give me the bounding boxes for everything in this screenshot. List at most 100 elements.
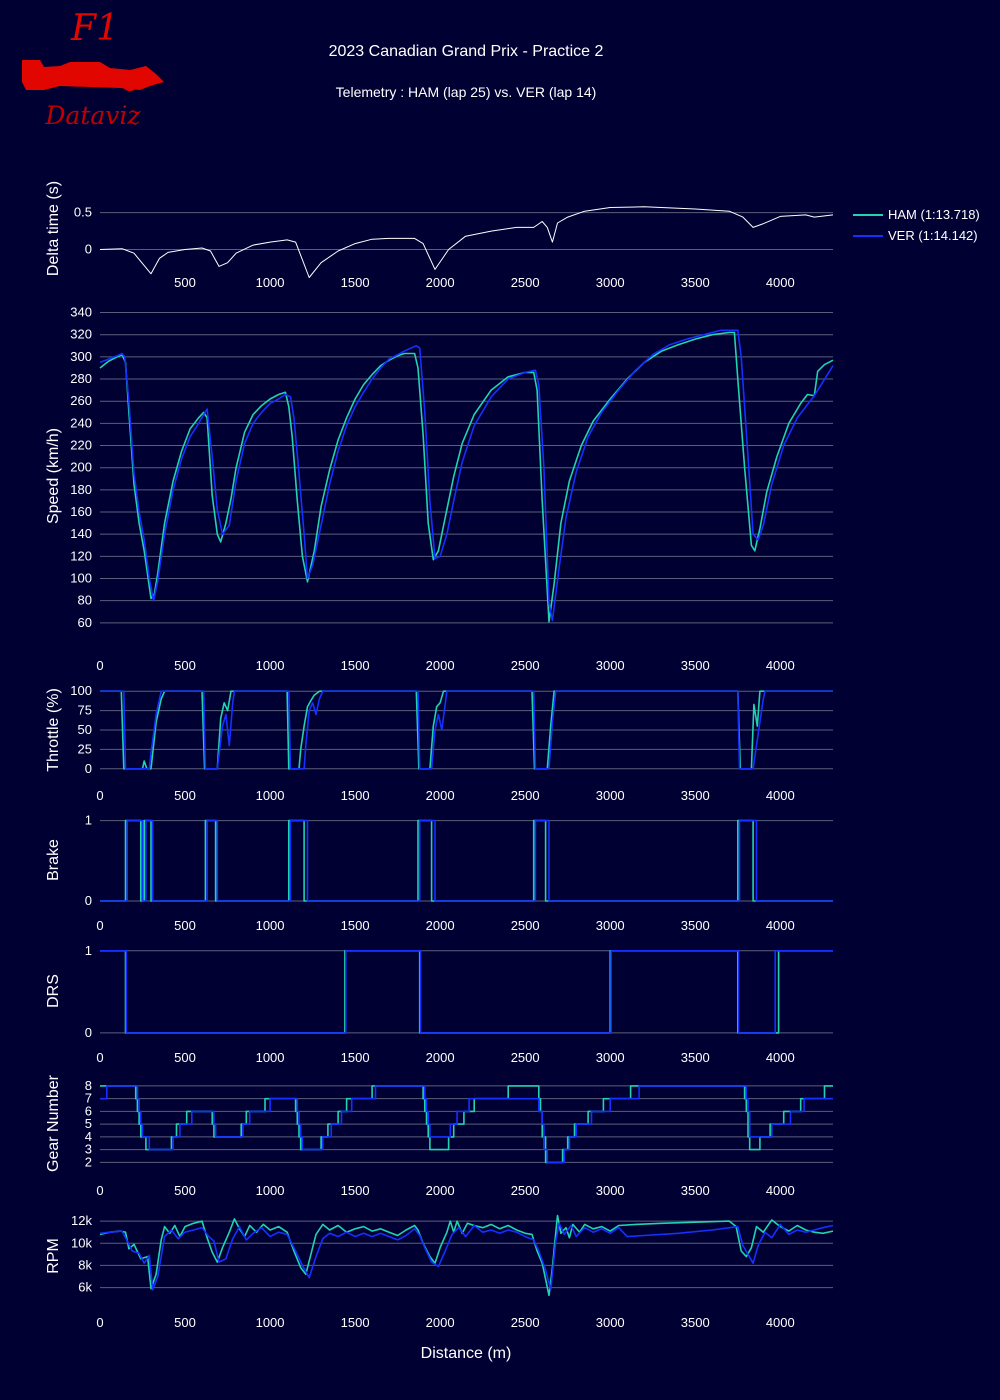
rpm-y-axis-label: RPM <box>45 1238 62 1274</box>
rpm-x-tick-label: 2500 <box>511 1315 540 1330</box>
speed-x-tick-label: 2500 <box>511 658 540 673</box>
drs-x-tick-label: 0 <box>96 1050 103 1065</box>
rpm-y-tick-label: 12k <box>71 1213 92 1228</box>
drs-y-tick-label: 1 <box>85 943 92 958</box>
rpm-x-tick-label: 3500 <box>681 1315 710 1330</box>
delta-x-tick-label: 4000 <box>766 275 795 290</box>
throttle-series-ham <box>100 690 833 770</box>
throttle-x-tick-label: 1500 <box>341 788 370 803</box>
delta-x-tick-label: 3500 <box>681 275 710 290</box>
speed-y-tick-label: 140 <box>70 526 92 541</box>
speed-x-tick-label: 0 <box>96 658 103 673</box>
brake-x-tick-label: 0 <box>96 918 103 933</box>
gear-y-tick-label: 6 <box>85 1103 92 1118</box>
chart-subtitle: Telemetry : HAM (lap 25) vs. VER (lap 14… <box>336 84 597 100</box>
drs-panel: 0 1 0 500 1000 1500 2000 2500 3000 3500 4000 DRS <box>45 943 833 1065</box>
drs-y-tick-label: 0 <box>85 1025 92 1040</box>
rpm-panel: 6k 8k 10k 12k 0 500 1000 1500 2000 2500 3000 3500 40… <box>45 1213 834 1330</box>
throttle-y-tick-label: 0 <box>85 761 92 776</box>
speed-y-tick-label: 320 <box>70 327 92 342</box>
drs-x-tick-label: 1500 <box>341 1050 370 1065</box>
legend-label: HAM (1:13.718) <box>888 207 980 222</box>
speed-y-tick-label: 280 <box>70 371 92 386</box>
speed-y-tick-label: 260 <box>70 393 92 408</box>
throttle-x-tick-label: 4000 <box>766 788 795 803</box>
drs-x-tick-label: 3000 <box>596 1050 625 1065</box>
rpm-x-tick-label: 2000 <box>426 1315 455 1330</box>
speed-y-tick-label: 160 <box>70 504 92 519</box>
f1-dataviz-logo: F1 Dataviz <box>22 8 164 130</box>
speed-y-tick-label: 100 <box>70 571 92 586</box>
chart-title: 2023 Canadian Grand Prix - Practice 2 <box>329 43 604 60</box>
brake-x-tick-label: 1500 <box>341 918 370 933</box>
brake-y-tick-label: 1 <box>85 813 92 828</box>
drs-x-tick-label: 2000 <box>426 1050 455 1065</box>
speed-panel: 60 80 100 120 140 160 180 200 220 240 260 280 300 320… <box>45 305 834 673</box>
brake-series-ham <box>100 819 833 902</box>
speed-y-tick-label: 120 <box>70 548 92 563</box>
speed-y-tick-label: 340 <box>70 305 92 320</box>
speed-series-ver <box>99 329 834 622</box>
delta-x-tick-label: 1500 <box>341 275 370 290</box>
speed-x-tick-label: 3000 <box>596 658 625 673</box>
gear-series-ham <box>100 1085 833 1164</box>
logo-f1-text: F1 <box>70 8 119 49</box>
throttle-y-tick-label: 50 <box>78 722 92 737</box>
gear-y-tick-label: 8 <box>85 1078 92 1093</box>
brake-x-tick-label: 2000 <box>426 918 455 933</box>
rpm-y-tick-label: 10k <box>71 1235 92 1250</box>
legend-item-ver[interactable]: VER (1:14.142) <box>853 228 978 243</box>
speed-y-tick-label: 80 <box>78 593 92 608</box>
brake-y-tick-label: 0 <box>85 893 92 908</box>
brake-x-tick-label: 500 <box>174 918 196 933</box>
car-wheel-icon <box>121 73 139 91</box>
speed-y-tick-label: 300 <box>70 349 92 364</box>
x-axis-label: Distance (m) <box>421 1345 512 1362</box>
delta-y-tick-label: 0.5 <box>74 205 92 220</box>
throttle-x-tick-label: 2500 <box>511 788 540 803</box>
speed-y-tick-label: 200 <box>70 460 92 475</box>
throttle-x-tick-label: 1000 <box>256 788 285 803</box>
brake-panel: 0 1 0 500 1000 1500 2000 2500 3000 3500 4000 Brake <box>45 813 833 933</box>
delta-y-axis-label: Delta time (s) <box>45 181 62 276</box>
logo-dataviz-text: Dataviz <box>44 101 141 130</box>
gear-x-tick-label: 2500 <box>511 1183 540 1198</box>
throttle-x-tick-label: 3500 <box>681 788 710 803</box>
gear-x-tick-label: 500 <box>174 1183 196 1198</box>
brake-y-axis-label: Brake <box>45 839 62 881</box>
brake-x-tick-label: 3500 <box>681 918 710 933</box>
gear-x-tick-label: 2000 <box>426 1183 455 1198</box>
rpm-y-tick-label: 6k <box>78 1280 92 1295</box>
speed-x-tick-label: 2000 <box>426 658 455 673</box>
brake-x-tick-label: 1000 <box>256 918 285 933</box>
legend-label: VER (1:14.142) <box>888 228 978 243</box>
legend[interactable]: HAM (1:13.718) VER (1:14.142) <box>853 207 980 243</box>
drs-x-tick-label: 3500 <box>681 1050 710 1065</box>
car-wheel-icon <box>32 74 48 90</box>
drs-x-tick-label: 500 <box>174 1050 196 1065</box>
throttle-y-tick-label: 100 <box>70 683 92 698</box>
speed-series-ham <box>99 331 834 623</box>
delta-x-tick-label: 2500 <box>511 275 540 290</box>
drs-x-tick-label: 4000 <box>766 1050 795 1065</box>
speed-y-axis-label: Speed (km/h) <box>45 428 62 524</box>
brake-x-tick-label: 4000 <box>766 918 795 933</box>
gear-series-ver <box>100 1085 833 1164</box>
gear-y-tick-label: 2 <box>85 1154 92 1169</box>
drs-series-ver <box>100 950 833 1034</box>
legend-item-ham[interactable]: HAM (1:13.718) <box>853 207 980 222</box>
delta-x-tick-label: 1000 <box>256 275 285 290</box>
drs-y-axis-label: DRS <box>45 974 62 1008</box>
rpm-series-ham <box>99 1214 834 1297</box>
brake-series-ver <box>100 819 833 902</box>
speed-x-tick-label: 4000 <box>766 658 795 673</box>
rpm-y-tick-label: 8k <box>78 1257 92 1272</box>
gear-y-tick-label: 5 <box>85 1116 92 1131</box>
delta-x-tick-label: 500 <box>174 275 196 290</box>
gear-x-tick-label: 0 <box>96 1183 103 1198</box>
gear-y-axis-label: Gear Number <box>45 1074 62 1172</box>
speed-x-tick-label: 1000 <box>256 658 285 673</box>
gear-x-tick-label: 1500 <box>341 1183 370 1198</box>
